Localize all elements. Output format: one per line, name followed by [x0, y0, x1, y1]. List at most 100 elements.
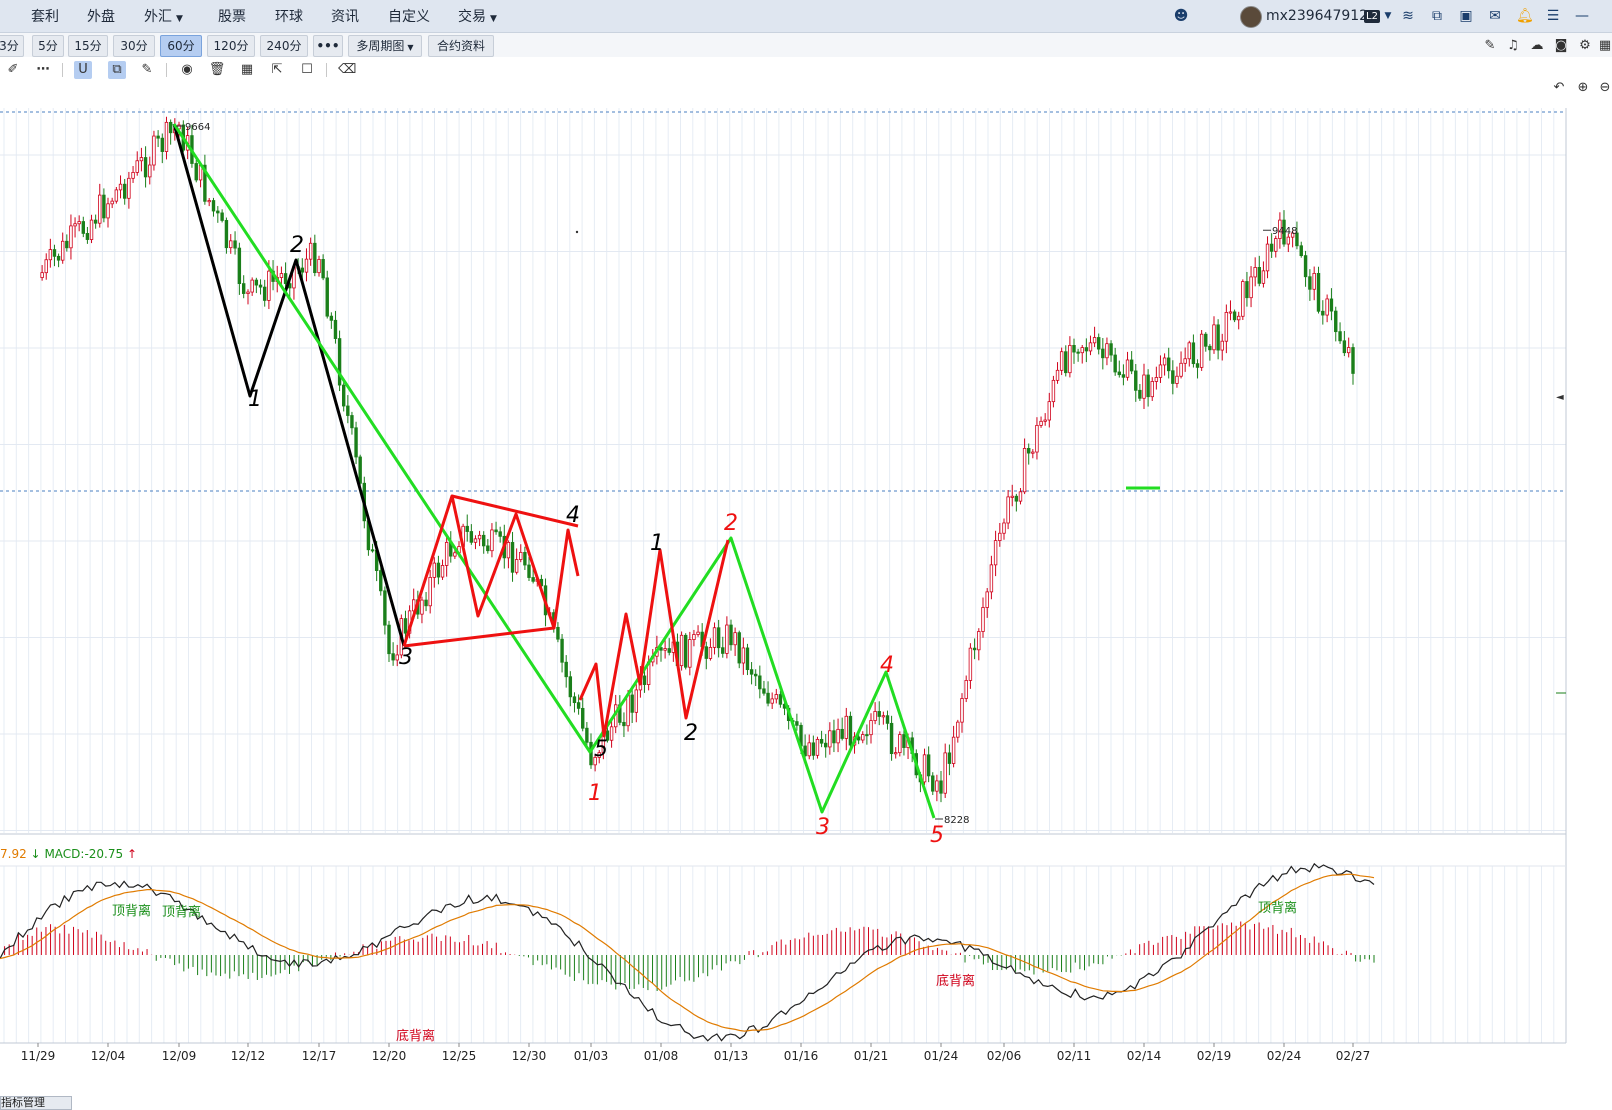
candle-body [998, 532, 1002, 541]
candle-body [258, 284, 263, 288]
candle-body [440, 565, 445, 578]
pencil-icon[interactable]: ✎ [141, 62, 153, 77]
x-tick-label: 02/27 [1336, 1049, 1371, 1063]
pen-icon[interactable]: ✎ [1484, 38, 1496, 53]
eraser-icon[interactable]: ⌫ [338, 62, 357, 77]
alert-bell-icon[interactable]: ♫ [1507, 38, 1519, 53]
contract-info-button[interactable]: 合约资料 [428, 35, 494, 57]
candle-body [1183, 358, 1187, 364]
period-30min[interactable]: 30分 [113, 35, 155, 57]
indicator-manage-tab[interactable]: 指标管理 [0, 1096, 72, 1110]
menu-custom[interactable]: 自定义 [388, 9, 430, 25]
candle-body [688, 639, 692, 668]
candle-body [523, 551, 527, 566]
cloud-icon[interactable]: ☁ [1530, 38, 1544, 53]
candle-body [229, 240, 233, 249]
candle-body [250, 279, 254, 293]
window-icon[interactable]: ⧉ [1432, 8, 1442, 24]
menu-news[interactable]: 资讯 [331, 9, 359, 25]
candle-body [519, 551, 523, 560]
candle-body [329, 315, 334, 321]
list-icon[interactable]: ☰ [1546, 8, 1560, 24]
copy-shape-icon[interactable]: ⧉ [108, 61, 126, 79]
candle-body [576, 702, 581, 709]
candle-body [1241, 281, 1245, 317]
menu-arbitrage[interactable]: 套利 [31, 9, 59, 25]
x-tick-label: 12/25 [442, 1049, 477, 1063]
more-tools-icon[interactable]: ⋯ [36, 62, 50, 77]
menu-forex[interactable]: 外汇 ▼ [144, 6, 183, 26]
grid-icon[interactable]: ▦ [1598, 38, 1612, 53]
candle-body [725, 624, 729, 654]
candle-body [795, 721, 799, 726]
minimize-icon[interactable]: — [1575, 8, 1589, 24]
candle-body [1101, 348, 1105, 359]
comment-icon[interactable]: ☐ [301, 62, 313, 77]
username[interactable]: mx239647912 [1266, 8, 1369, 24]
candle-body [428, 576, 432, 607]
candle-body [383, 590, 387, 626]
zoom-in-icon[interactable]: ⊕ [1577, 80, 1589, 95]
period-120min[interactable]: 120分 [207, 35, 255, 57]
candle-body [943, 752, 947, 794]
candle-body [778, 694, 783, 705]
chevron-down-icon[interactable]: ▼ [1384, 11, 1392, 21]
eye-icon[interactable]: ◉ [181, 62, 193, 77]
candle-body [1299, 245, 1303, 257]
candle-body [993, 540, 998, 566]
menu-trade[interactable]: 交易 ▼ [458, 6, 497, 26]
candle-body [1351, 347, 1355, 374]
wave-label: 1 [650, 531, 664, 556]
trash-icon[interactable]: 🗑︎ [208, 62, 226, 77]
zoom-out-icon[interactable]: ⊖ [1599, 80, 1611, 95]
candle-body [1179, 362, 1183, 377]
red-triangle-upper [451, 494, 579, 528]
candle-body [237, 247, 242, 285]
candle-body [1232, 311, 1237, 321]
period-5min[interactable]: 5分 [32, 35, 64, 57]
magnet-icon[interactable]: U [74, 61, 92, 79]
candle-body [626, 694, 630, 727]
period-3min[interactable]: 3分 [0, 35, 24, 57]
candle-body [432, 562, 436, 578]
camera-icon[interactable]: ◙ [1554, 38, 1568, 53]
robot-icon[interactable]: ☻ [1173, 8, 1189, 24]
export-icon[interactable]: ⇱ [271, 62, 283, 77]
candle-body [1084, 347, 1089, 352]
more-periods-button[interactable]: ••• [313, 35, 343, 57]
layers-icon[interactable]: ≋ [1402, 8, 1414, 24]
red-triangle-lower [403, 626, 555, 648]
candle-body [477, 534, 482, 540]
avatar[interactable] [1240, 6, 1262, 28]
candle-body [1035, 424, 1039, 453]
bell-icon[interactable]: 🔔︎ [1516, 8, 1534, 24]
candle-body [774, 694, 778, 700]
layout-icon[interactable]: ▦ [240, 62, 254, 77]
undo-icon[interactable]: ↶ [1553, 80, 1565, 95]
draw-pen-icon[interactable]: ✐ [7, 62, 19, 77]
period-240min[interactable]: 240分 [260, 35, 308, 57]
candle-body [514, 559, 519, 573]
candle-body [1282, 219, 1286, 245]
multi-period-chart-button[interactable]: 多周期图 ▼ [348, 35, 422, 57]
candle-body [531, 577, 535, 582]
menu-stocks[interactable]: 股票 [218, 9, 246, 25]
mail-icon[interactable]: ✉ [1489, 8, 1501, 24]
menu-global[interactable]: 环球 [275, 9, 303, 25]
candle-body [815, 738, 820, 756]
candle-body [609, 726, 614, 741]
candle-body [98, 194, 102, 224]
menu-foreign-market[interactable]: 外盘 [87, 9, 115, 25]
video-icon[interactable]: ▣ [1459, 8, 1473, 24]
divider [62, 63, 63, 77]
candle-body [1224, 312, 1229, 342]
period-15min[interactable]: 15分 [68, 35, 108, 57]
candle-body [1228, 311, 1233, 314]
candle-body [156, 135, 160, 139]
candle-body [832, 730, 836, 744]
settings-icon[interactable]: ⚙ [1579, 38, 1591, 53]
period-60min[interactable]: 60分 [160, 35, 202, 57]
candle-body [379, 570, 383, 592]
